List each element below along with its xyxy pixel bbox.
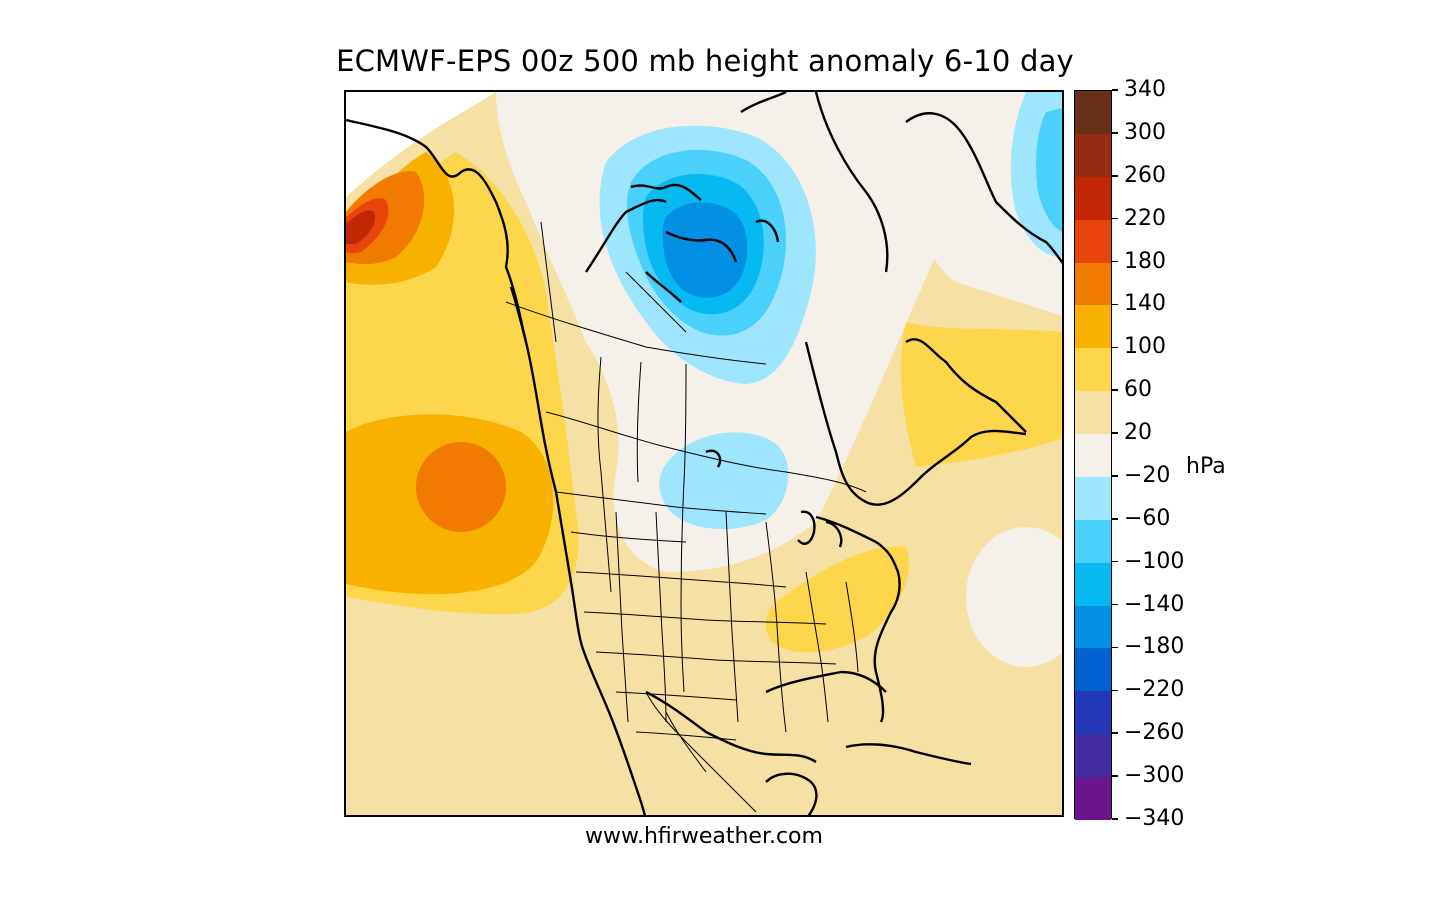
colorbar-tick	[1112, 475, 1118, 477]
colorbar-tick	[1112, 518, 1118, 520]
colorbar-tick-label: −20	[1124, 462, 1171, 488]
colorbar-tick-label: −180	[1124, 634, 1185, 660]
polar-blank-area	[346, 92, 496, 197]
colorbar-swatch	[1075, 391, 1111, 435]
colorbar-tick-label: 340	[1124, 77, 1166, 102]
colorbar-tick	[1112, 646, 1118, 649]
anomaly-contour-20-atlantic	[966, 527, 1062, 667]
colorbar-tick	[1112, 132, 1118, 134]
colorbar-tick	[1112, 260, 1118, 263]
colorbar-tick-label: −340	[1124, 806, 1185, 831]
colorbar-tick-label: 20	[1124, 420, 1152, 446]
colorbar-swatch	[1075, 219, 1111, 264]
colorbar-tick	[1112, 175, 1118, 177]
colorbar-swatch	[1075, 176, 1111, 221]
colorbar-swatch	[1075, 562, 1111, 607]
colorbar-swatch	[1075, 305, 1111, 349]
anomaly-contour-100-southeast	[765, 546, 910, 653]
colorbar-swatch	[1075, 434, 1111, 478]
colorbar-swatch	[1075, 777, 1111, 821]
colorbar-swatch	[1075, 691, 1111, 735]
colorbar-tick	[1112, 775, 1118, 777]
map-title: ECMWF-EPS 00z 500 mb height anomaly 6-10…	[336, 44, 1074, 78]
colorbar-tick	[1112, 603, 1118, 606]
colorbar-tick-label: 220	[1124, 205, 1166, 231]
political-borders	[505, 221, 867, 813]
colorbar-tick	[1112, 389, 1118, 391]
anomaly-contour-neg20-midwest	[659, 432, 789, 530]
colorbar-tick-label: −100	[1124, 548, 1185, 574]
colorbar-swatch	[1075, 519, 1111, 564]
colorbar-tick	[1112, 560, 1118, 563]
colorbar-tick-label: −260	[1124, 720, 1185, 746]
colorbar-tick-label: 260	[1124, 162, 1166, 188]
colorbar-swatch	[1075, 476, 1111, 521]
anomaly-contour-neg140-arctic	[662, 202, 748, 298]
colorbar-swatch	[1075, 91, 1111, 135]
colorbar-swatch	[1075, 133, 1111, 178]
anomaly-contour-neg60-greenland	[1036, 108, 1062, 232]
anomaly-contour-260-alaska	[346, 210, 375, 244]
colorbar-swatch	[1075, 648, 1111, 692]
colorbar-tick-label: −300	[1124, 763, 1185, 789]
source-url: www.hfirweather.com	[585, 824, 823, 849]
colorbar-tick	[1112, 818, 1118, 820]
colorbar-tick-label: 140	[1124, 291, 1166, 317]
colorbar-tick-label: 300	[1124, 119, 1166, 145]
colorbar-tick-label: −220	[1124, 677, 1185, 703]
colorbar-swatch	[1075, 734, 1111, 778]
anomaly-contour-180-west-core	[416, 442, 506, 532]
anomaly-map	[346, 92, 1062, 815]
colorbar-tick	[1112, 303, 1118, 306]
colorbar-tick	[1112, 732, 1118, 734]
colorbar-tick	[1112, 346, 1118, 349]
colorbar-tick	[1112, 89, 1118, 91]
colorbar-tick	[1112, 432, 1118, 434]
colorbar-tick-label: 180	[1124, 248, 1166, 274]
colorbar-swatch	[1075, 605, 1111, 649]
colorbar	[1074, 90, 1112, 821]
colorbar-unit-label: hPa	[1186, 454, 1226, 479]
colorbar-tick	[1112, 689, 1118, 692]
colorbar-tick-label: −60	[1124, 505, 1171, 531]
colorbar-tick-label: 100	[1124, 334, 1166, 360]
colorbar-tick-label: −140	[1124, 591, 1185, 617]
map-panel	[344, 90, 1064, 817]
colorbar-tick-label: 60	[1124, 377, 1152, 403]
coastlines	[346, 92, 1062, 815]
colorbar-swatch	[1075, 348, 1111, 392]
colorbar-tick	[1112, 217, 1118, 220]
colorbar-swatch	[1075, 262, 1111, 306]
